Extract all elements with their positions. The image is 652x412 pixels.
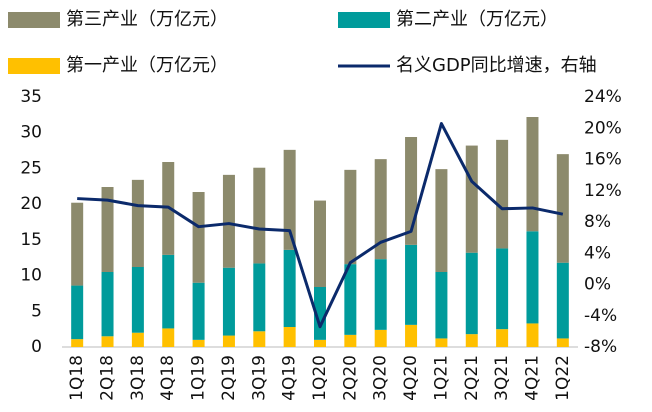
x-tick-label: 1Q20: [310, 355, 330, 401]
bar-segment: [131, 267, 144, 333]
legend-label: 第二产业（万亿元）: [396, 9, 558, 30]
y-tick-label: 0: [31, 337, 42, 357]
bar-segment: [283, 327, 296, 347]
x-tick-label: 3Q21: [492, 355, 512, 401]
y2-tick-label: 24%: [584, 87, 622, 107]
x-tick-label: 1Q21: [431, 355, 451, 401]
bar-segment: [465, 145, 478, 253]
x-tick-label: 1Q22: [553, 355, 573, 401]
x-tick-label: 2Q19: [219, 355, 239, 401]
bar-segment: [283, 149, 296, 250]
y2-tick-label: -8%: [584, 337, 617, 357]
bar-segment: [162, 328, 175, 347]
y2-tick-label: 20%: [584, 118, 622, 138]
x-tick-label: 2Q20: [340, 355, 360, 401]
x-tick-label: 3Q18: [128, 355, 148, 401]
legend-swatch: [8, 12, 60, 28]
bar-segment: [253, 263, 266, 332]
bar-segment: [344, 334, 357, 347]
y2-tick-label: -4%: [584, 306, 617, 326]
y2-tick-label: 8%: [584, 212, 611, 232]
bar-segment: [71, 202, 84, 286]
bar-segment: [101, 187, 114, 272]
x-tick-label: 4Q20: [401, 355, 421, 401]
y-tick-label: 30: [20, 123, 42, 143]
x-tick-label: 1Q18: [67, 355, 87, 401]
bar-segment: [465, 334, 478, 347]
bar-segment: [405, 244, 418, 325]
y-tick-label: 15: [20, 230, 42, 250]
bar-segment: [556, 154, 569, 263]
bar-segment: [435, 338, 448, 347]
x-tick-label: 4Q21: [522, 355, 542, 401]
gdp-line: [77, 122, 564, 329]
bar-segment: [253, 331, 266, 347]
legend-swatch: [8, 58, 60, 74]
bar-segment: [496, 248, 509, 330]
x-tick-label: 4Q19: [280, 355, 300, 401]
bar-segment: [101, 336, 114, 347]
bar-segment: [374, 159, 387, 260]
bar-segment: [314, 339, 326, 347]
legend-label: 名义GDP同比增速，右轴: [396, 55, 597, 76]
x-tick-label: 1Q19: [189, 355, 209, 401]
x-tick-label: 2Q18: [98, 355, 118, 401]
bar-segment: [192, 339, 205, 347]
x-tick-label: 3Q19: [249, 355, 269, 401]
x-tick-label: 2Q21: [462, 355, 482, 401]
bar-segment: [405, 324, 418, 347]
x-tick-label: 4Q18: [158, 355, 178, 401]
bar-segment: [131, 332, 144, 347]
legend-label: 第三产业（万亿元）: [66, 9, 228, 30]
y-tick-label: 20: [20, 194, 42, 214]
bar-segment: [344, 264, 357, 335]
legend-swatch: [338, 12, 390, 28]
bar-segment: [162, 254, 175, 329]
bar-segment: [526, 117, 539, 232]
bar-segment: [556, 338, 569, 347]
bar-segment: [374, 329, 387, 347]
bar-segment: [101, 272, 114, 337]
bar-segment: [314, 287, 326, 340]
bar-segment: [314, 200, 326, 287]
bar-segment: [131, 179, 144, 267]
bar-segment: [222, 267, 235, 336]
bar-segment: [222, 174, 235, 268]
bar-segment: [253, 167, 266, 264]
bar-segment: [496, 329, 509, 347]
bar-segment: [71, 285, 84, 340]
bar-segment: [435, 272, 448, 339]
bar-segment: [556, 262, 569, 339]
bar-segment: [192, 282, 205, 340]
bar-segment: [526, 323, 539, 347]
y-tick-label: 35: [20, 87, 42, 107]
bar-segment: [496, 139, 509, 249]
y-tick-label: 10: [20, 266, 42, 286]
bar-segment: [222, 335, 235, 347]
bar-segment: [526, 231, 539, 324]
legend-label: 第一产业（万亿元）: [66, 55, 228, 76]
bar-segment: [435, 169, 448, 272]
bar-segment: [465, 252, 478, 335]
y2-tick-label: 16%: [584, 150, 622, 170]
bar-segment: [374, 259, 387, 330]
bar-segment: [344, 169, 357, 265]
y-tick-label: 25: [20, 158, 42, 178]
y2-tick-label: 4%: [584, 243, 611, 263]
bar-segment: [192, 192, 205, 283]
bar-segment: [283, 249, 296, 327]
y2-tick-label: 0%: [584, 275, 611, 295]
y2-tick-label: 12%: [584, 181, 622, 201]
bar-segment: [71, 339, 84, 347]
x-tick-label: 3Q20: [371, 355, 391, 401]
y-tick-label: 5: [31, 301, 42, 321]
